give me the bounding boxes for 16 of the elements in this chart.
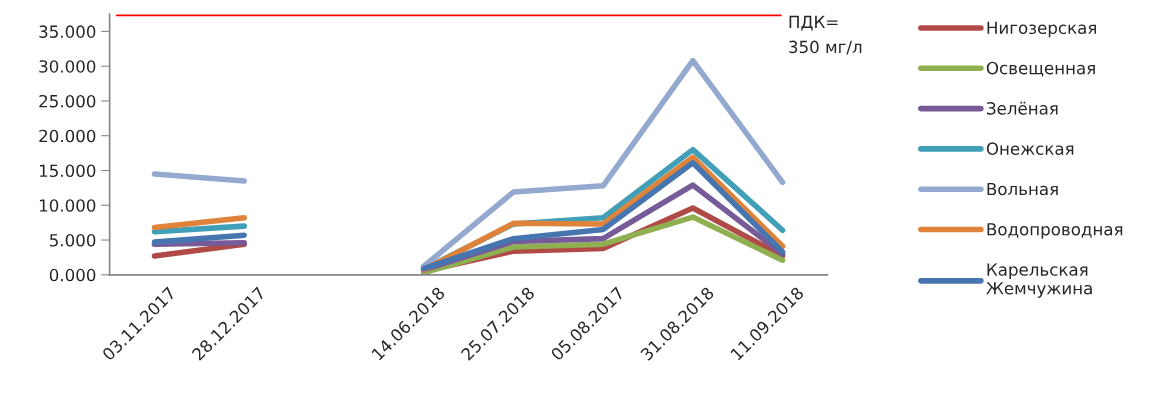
y-tick-label: 30.000 [39, 60, 96, 73]
y-tick-label: 10.000 [39, 199, 96, 212]
legend-label: Зелёная [986, 101, 1058, 115]
legend-label: Карельская Жемчужина [986, 263, 1092, 298]
legend-label: Освещенная [986, 61, 1095, 77]
annotation: ПДК= 350 мг/л [789, 15, 862, 55]
y-tick-label: 20.000 [39, 129, 96, 143]
y-tick-label: 15.000 [39, 164, 96, 178]
y-tick-label: 0.000 [49, 268, 96, 282]
legend-label: Вольная [987, 182, 1058, 196]
y-tick-label: 35.000 [39, 25, 96, 38]
legend-label: Онежская [986, 142, 1074, 155]
legend-label: Нигозерская [987, 21, 1096, 38]
legend-label: Водопроводная [987, 223, 1123, 239]
y-tick-label: 5.000 [50, 233, 96, 247]
y-tick-label: 25.000 [39, 94, 96, 108]
